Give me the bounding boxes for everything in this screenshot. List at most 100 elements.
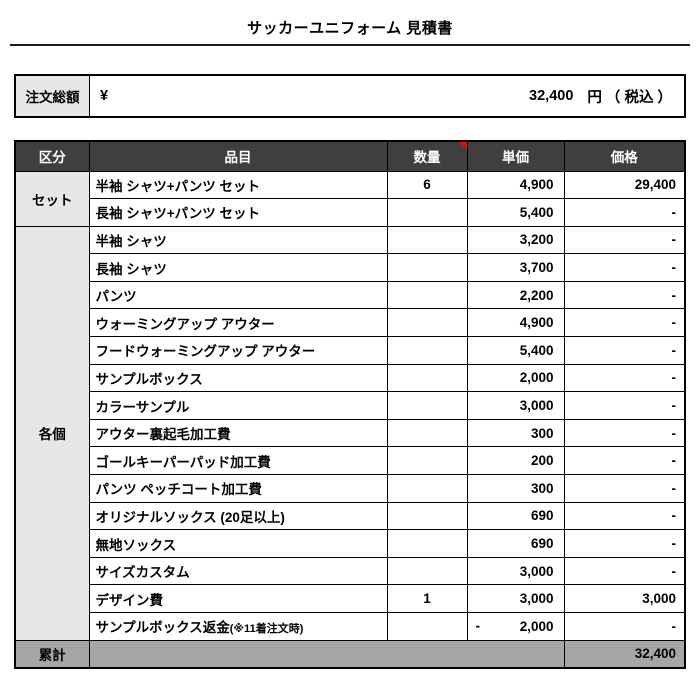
price-cell: - <box>563 446 686 476</box>
item-label: アウター裏起毛加工費 <box>95 427 231 443</box>
unit-price-cell: 300 <box>466 474 565 503</box>
qty-cell <box>386 198 468 227</box>
unit-price-cell: 3,000 <box>466 556 565 586</box>
table-row: セット 半袖 シャツ+パンツ セット 6 4,900 29,400 <box>14 170 686 227</box>
price-cell: - <box>563 391 686 420</box>
column-header-price: 価格 <box>563 140 686 172</box>
price-cell: - <box>563 253 686 282</box>
price-cell: - <box>563 418 686 448</box>
item-label: オリジナルソックス (20足以上) <box>95 509 285 525</box>
item-cell: カラーサンプル <box>88 391 388 420</box>
qty-cell <box>386 446 468 476</box>
category-cell: 各個 <box>14 225 90 641</box>
price-cell: - <box>563 529 686 558</box>
item-cell: オリジナルソックス (20足以上) <box>88 501 388 531</box>
qty-cell: 1 <box>386 584 468 613</box>
order-total-amount-wrap: 32,400 円 （ 税込 ） <box>529 86 672 107</box>
price-cell: - <box>563 198 686 227</box>
qty-cell: 6 <box>386 170 468 200</box>
qty-cell <box>386 280 468 310</box>
item-cell: サンプルボックス <box>88 363 388 393</box>
unit-price-cell: 3,700 <box>466 253 565 282</box>
order-total-value: ¥ 32,400 円 （ 税込 ） <box>90 76 684 116</box>
qty-cell <box>386 391 468 420</box>
unit-price-cell: 200 <box>466 446 565 476</box>
total-empty-cell <box>88 639 565 669</box>
total-row: 累計 32,400 <box>14 639 686 669</box>
unit-price-value: 4,900 <box>519 177 554 193</box>
price-cell: - <box>563 308 686 338</box>
unit-price-cell: 690 <box>466 529 565 558</box>
price-cell: - <box>563 474 686 503</box>
unit-price-value: 3,200 <box>519 232 554 248</box>
unit-price-value: 5,400 <box>519 342 554 358</box>
item-cell: 半袖 シャツ <box>88 225 388 255</box>
item-cell: パンツ <box>88 280 388 310</box>
qty-cell <box>386 474 468 503</box>
table-row: ウォーミングアップ アウター 4,900 - <box>15 308 686 338</box>
total-label-cell: 累計 <box>14 639 90 669</box>
comment-marker-icon <box>458 142 467 150</box>
unit-price-cell: - 2,000 <box>466 612 565 641</box>
item-label: フードウォーミングアップ アウター <box>95 344 316 360</box>
unit-price-value: 3,000 <box>519 591 554 607</box>
item-label: デザイン費 <box>95 592 164 608</box>
unit-price-value: 690 <box>530 508 554 524</box>
unit-price-cell: 5,400 <box>466 198 565 227</box>
unit-price-value: 200 <box>530 453 554 469</box>
minus-sign: - <box>475 618 481 634</box>
table-row: 各個 半袖 シャツ 3,200 - <box>14 225 686 641</box>
table-row: サイズカスタム 3,000 - <box>15 556 686 586</box>
item-cell: 半袖 シャツ+パンツ セット <box>88 170 388 200</box>
price-cell: 29,400 <box>563 170 686 200</box>
item-label: サイズカスタム <box>95 565 190 581</box>
table-row: 長袖 シャツ+パンツ セット 5,400 - <box>15 198 686 227</box>
unit-price-value: 4,900 <box>519 315 554 331</box>
unit-price-cell: 3,200 <box>466 225 565 255</box>
table-row: サンプルボックス返金(※11着注文時) -2,000 - <box>15 612 686 641</box>
order-total-label: 注文総額 <box>16 76 90 116</box>
total-price-cell: 32,400 <box>563 639 686 669</box>
unit-price-cell: 690 <box>466 501 565 531</box>
unit-price-value: 300 <box>530 425 554 441</box>
price-cell: - <box>563 363 686 393</box>
unit-price-cell: 5,400 <box>466 336 565 365</box>
qty-cell <box>386 501 468 531</box>
unit-price-cell: 3,000 <box>466 391 565 420</box>
column-header-category: 区分 <box>14 140 90 172</box>
unit-price-value: 690 <box>530 536 554 552</box>
item-cell: サンプルボックス返金(※11着注文時) <box>88 612 388 641</box>
item-label: パンツ <box>95 289 137 305</box>
table-row: パンツ 2,200 - <box>15 280 686 310</box>
item-cell: アウター裏起毛加工費 <box>88 418 388 448</box>
table-row: カラーサンプル 3,000 - <box>15 391 686 420</box>
unit-price-cell: 4,900 <box>466 170 565 200</box>
order-total-amount: 32,400 <box>529 88 574 104</box>
item-label: 長袖 シャツ+パンツ セット <box>95 206 261 222</box>
unit-price-value: 300 <box>530 480 554 496</box>
category-cell: セット <box>14 170 90 227</box>
qty-cell <box>386 308 468 338</box>
unit-price-cell: 4,900 <box>466 308 565 338</box>
quotation-table: 区分 品目 数量 単価 価格 セット 半袖 シャツ+パンツ セット 6 4,90… <box>14 140 686 669</box>
item-label: サンプルボックス <box>95 371 203 387</box>
unit-price-cell: 3,000 <box>466 584 565 613</box>
unit-price-cell: 2,000 <box>466 363 565 393</box>
item-label: 長袖 シャツ <box>95 261 167 277</box>
item-cell: ウォーミングアップ アウター <box>88 308 388 338</box>
price-cell: - <box>563 501 686 531</box>
order-total-suffix: 円 （ 税込 ） <box>587 89 672 106</box>
column-header-item: 品目 <box>88 140 388 172</box>
table-row: パンツ ペッチコート加工費 300 - <box>15 474 686 503</box>
table-body: セット 半袖 シャツ+パンツ セット 6 4,900 29,400 長袖 シャツ… <box>14 170 686 641</box>
item-note: (※11着注文時) <box>229 623 304 636</box>
item-cell: 長袖 シャツ <box>88 253 388 282</box>
qty-cell <box>386 612 468 641</box>
unit-price-cell: 300 <box>466 418 565 448</box>
qty-cell <box>386 336 468 365</box>
title-underline-rule <box>10 44 690 46</box>
table-row: 長袖 シャツ 3,700 - <box>15 253 686 282</box>
price-cell: - <box>563 612 686 641</box>
unit-price-value: 3,000 <box>519 563 554 579</box>
table-row: 無地ソックス 690 - <box>15 529 686 558</box>
